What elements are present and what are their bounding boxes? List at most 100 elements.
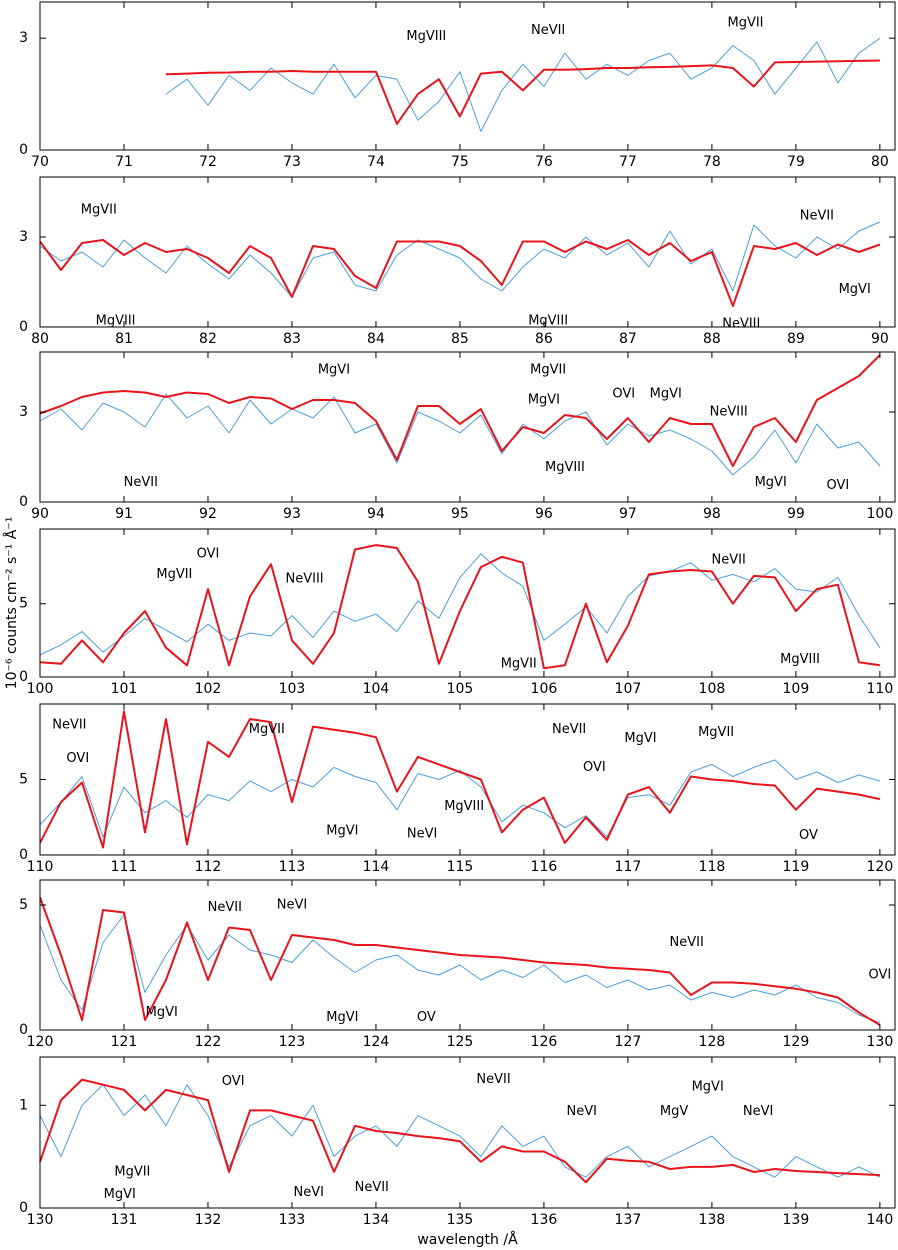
x-tick-label: 104 [363, 681, 390, 697]
x-tick-label: 135 [447, 1212, 474, 1228]
x-tick-label: 105 [447, 681, 474, 697]
y-tick-label: 3 [19, 404, 28, 420]
ion-label: NeVIII [722, 317, 760, 332]
ion-label: NeVII [531, 23, 565, 38]
ion-label: MgVII [530, 363, 566, 378]
ion-label: OV [799, 828, 818, 843]
ion-label: OVI [612, 387, 635, 402]
spectrum-line [39, 544, 881, 670]
panel-frame [39, 528, 896, 678]
y-tick-label: 5 [19, 772, 28, 788]
x-tick-label: 98 [703, 506, 721, 522]
x-tick-label: 136 [531, 1212, 558, 1228]
x-tick-label: 114 [363, 859, 390, 875]
ion-label: MgVIII [780, 652, 820, 667]
ion-label: NeVII [476, 1072, 510, 1087]
ion-label: MgVI [146, 1005, 178, 1020]
ion-label: NeVI [407, 826, 437, 841]
x-tick-label: 118 [699, 859, 726, 875]
x-tick-label: 124 [363, 1034, 390, 1050]
ion-label: MgVI [624, 731, 656, 746]
spectrum-line [39, 897, 881, 1026]
ion-label: MgVI [692, 1079, 724, 1094]
ion-label: MgVII [114, 1165, 150, 1180]
x-tick-label: 132 [195, 1212, 222, 1228]
x-tick-label: 102 [195, 681, 222, 697]
spectrum-line [39, 1078, 880, 1184]
ion-label: MgVIII [444, 799, 484, 814]
ion-label: OVI [66, 751, 89, 766]
x-tick-label: 93 [283, 506, 301, 522]
x-tick-label: 79 [787, 154, 805, 170]
spectrum-line [39, 914, 881, 1023]
panel-frame [39, 351, 896, 503]
ion-label: NeVI [294, 1185, 324, 1200]
x-tick-label: 137 [615, 1212, 642, 1228]
ion-label: OVI [222, 1074, 245, 1089]
x-axis-label: wavelength /Å [417, 1231, 518, 1248]
ion-label: NeVI [277, 898, 307, 913]
y-tick-label: 5 [19, 596, 28, 612]
x-tick-label: 133 [279, 1212, 306, 1228]
x-tick-label: 106 [531, 681, 558, 697]
x-tick-label: 84 [367, 331, 385, 347]
spectrum-line [39, 553, 881, 656]
ion-label: OVI [197, 546, 220, 561]
x-tick-label: 108 [699, 681, 726, 697]
x-tick-label: 100 [867, 506, 894, 522]
x-tick-label: 117 [615, 859, 642, 875]
ion-label: MgVI [318, 363, 350, 378]
x-tick-label: 125 [447, 1034, 474, 1050]
ion-label: MgVII [501, 656, 537, 671]
x-tick-label: 70 [31, 154, 49, 170]
x-tick-label: 73 [283, 154, 301, 170]
x-tick-label: 83 [283, 331, 301, 347]
ion-label: NeVI [743, 1104, 773, 1119]
x-tick-label: 80 [871, 154, 889, 170]
ion-label: NeVIII [710, 405, 748, 420]
y-tick-label: 1 [19, 1097, 28, 1113]
x-tick-label: 91 [115, 506, 133, 522]
panel-frame [39, 879, 896, 1031]
ion-label: OVI [869, 968, 892, 983]
x-tick-label: 96 [535, 506, 553, 522]
x-tick-label: 130 [867, 1034, 894, 1050]
spectrum-line [39, 710, 881, 849]
x-tick-label: 76 [535, 154, 553, 170]
ion-label: MgVI [326, 823, 358, 838]
ion-label: NeVII [355, 1180, 389, 1195]
ion-label: MgV [660, 1104, 688, 1119]
ion-label: NeVII [552, 722, 586, 737]
ion-label: NeVII [712, 552, 746, 567]
x-tick-label: 90 [31, 506, 49, 522]
x-tick-label: 77 [619, 154, 637, 170]
x-tick-label: 94 [367, 506, 385, 522]
x-tick-label: 120 [27, 1034, 54, 1050]
x-tick-label: 107 [615, 681, 642, 697]
x-tick-label: 134 [363, 1212, 390, 1228]
ion-label: NeVII [208, 900, 242, 915]
x-tick-label: 95 [451, 506, 469, 522]
y-tick-label: 3 [19, 30, 28, 46]
x-tick-label: 129 [783, 1034, 810, 1050]
y-tick-label: 0 [19, 847, 28, 863]
x-tick-label: 140 [867, 1212, 894, 1228]
y-tick-label: 3 [19, 229, 28, 245]
x-tick-label: 121 [111, 1034, 138, 1050]
x-tick-label: 75 [451, 154, 469, 170]
x-tick-label: 74 [367, 154, 385, 170]
ion-label: NeVIII [286, 571, 324, 586]
spectrum-line [39, 221, 881, 298]
ion-label: MgVII [698, 725, 734, 740]
ion-label: MgVI [650, 387, 682, 402]
x-tick-label: 131 [111, 1212, 138, 1228]
y-tick-label: 0 [19, 669, 28, 685]
ion-label: MgVIII [406, 29, 446, 44]
x-tick-label: 87 [619, 331, 637, 347]
panel-frame [39, 1056, 896, 1209]
y-tick-label: 0 [19, 1200, 28, 1216]
ion-label: NeVII [124, 475, 158, 490]
x-tick-label: 111 [111, 859, 138, 875]
ion-label: MgVI [528, 393, 560, 408]
